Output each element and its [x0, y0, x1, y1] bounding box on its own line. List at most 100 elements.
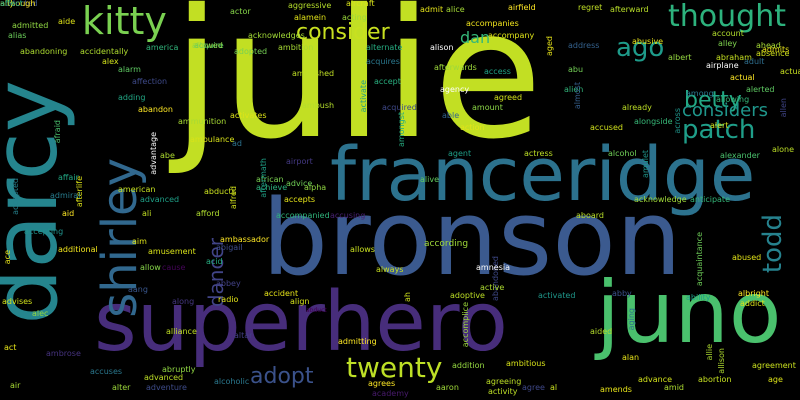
cloud-word: agreement: [752, 361, 796, 370]
cloud-word: accuses: [90, 367, 123, 376]
cloud-word: aim: [132, 237, 147, 246]
cloud-word: acid: [206, 257, 223, 266]
cloud-word: ambitious: [506, 359, 546, 368]
cloud-word: absence: [756, 49, 790, 58]
cloud-word: admit: [420, 5, 444, 14]
cloud-word: aang: [128, 285, 148, 294]
cloud-word: agreed: [494, 93, 523, 102]
cloud-word: affect: [0, 0, 23, 8]
cloud-word: advice: [286, 179, 313, 188]
cloud-word: aftermath: [259, 158, 268, 198]
cloud-word: amount: [472, 103, 503, 112]
cloud-word: amusement: [148, 247, 196, 256]
cloud-word: advance: [638, 375, 673, 384]
cloud-word: accusing: [330, 211, 366, 220]
cloud-word: admiral: [50, 191, 81, 200]
cloud-word: altar: [234, 331, 253, 340]
cloud-word: allows: [350, 245, 375, 254]
cloud-word: active: [480, 283, 505, 292]
cloud-word: ally: [0, 0, 15, 8]
cloud-word: although: [0, 0, 36, 8]
cloud-word: act: [4, 343, 17, 352]
cloud-word: alice: [446, 5, 465, 14]
cloud-word: alias: [8, 31, 27, 40]
cloud-word: todd: [758, 214, 788, 274]
cloud-word: align: [290, 297, 310, 306]
cloud-word: aging: [627, 308, 636, 331]
cloud-word: alexander: [720, 151, 760, 160]
cloud-word: cause: [162, 263, 186, 272]
cloud-word: afterwards: [434, 63, 477, 72]
cloud-word: albert: [668, 53, 692, 62]
cloud-word: alex: [102, 57, 119, 66]
cloud-word: alert: [710, 121, 729, 130]
cloud-word: advanced: [144, 373, 184, 382]
cloud-word: franceridge: [330, 132, 756, 218]
cloud-word: abusive: [632, 37, 664, 46]
cloud-word: adopted: [234, 47, 268, 56]
cloud-word: ammunition: [178, 117, 227, 126]
cloud-word: abducted: [0, 0, 38, 8]
cloud-word: american: [118, 185, 156, 194]
cloud-word: acknowledges: [248, 31, 305, 40]
cloud-word: alien: [564, 85, 584, 94]
cloud-word: anticipate: [690, 195, 730, 204]
cloud-word: juno: [596, 263, 782, 363]
cloud-word: alec: [32, 309, 49, 318]
cloud-word: african: [256, 175, 284, 184]
cloud-word: allowing: [716, 95, 750, 104]
cloud-word: alone: [772, 145, 795, 154]
cloud-word: ambition: [278, 43, 314, 52]
cloud-word: agree: [522, 383, 545, 392]
cloud-word: adoptive: [450, 291, 485, 300]
cloud-word: abby: [612, 289, 632, 298]
cloud-word: alternate: [366, 43, 403, 52]
cloud-word: betty: [684, 88, 742, 113]
cloud-word: afterward: [610, 5, 649, 14]
cloud-word: accepting: [24, 227, 64, 236]
cloud-word: bronson: [262, 177, 682, 299]
cloud-word: activates: [230, 111, 267, 120]
cloud-word: accompanied: [276, 211, 330, 220]
cloud-word: accomplice: [461, 302, 470, 348]
cloud-word: america: [146, 43, 179, 52]
cloud-word: acting: [342, 13, 367, 22]
cloud-word: advanced: [140, 195, 180, 204]
cloud-word: consider: [296, 20, 390, 45]
cloud-word: advises: [2, 297, 33, 306]
cloud-word: regret: [578, 3, 603, 12]
cloud-word: accompanies: [466, 19, 519, 28]
cloud-word: aggressive: [288, 1, 332, 10]
cloud-word: airplane: [706, 61, 739, 70]
cloud-word: admitting: [338, 337, 377, 346]
cloud-word: al: [550, 383, 558, 392]
cloud-word: amnesia: [476, 263, 510, 272]
cloud-word: kitty: [82, 0, 167, 43]
cloud-word: activity: [488, 387, 518, 396]
cloud-word: adventure: [146, 383, 187, 392]
cloud-word: allen: [779, 98, 788, 118]
cloud-word: abduct: [306, 307, 327, 314]
cloud-word: alcohol: [608, 149, 637, 158]
cloud-word: alley: [718, 39, 738, 48]
cloud-word: accepted: [11, 178, 20, 215]
cloud-word: across: [673, 108, 682, 134]
cloud-word: alfred: [229, 186, 238, 210]
cloud-word: acquaintance: [695, 232, 704, 287]
cloud-word: admitted: [12, 21, 49, 30]
cloud-word: amulet: [641, 150, 650, 179]
cloud-word: agent: [448, 149, 472, 158]
cloud-word: achieve: [256, 183, 288, 192]
cloud-word: accident: [264, 289, 299, 298]
cloud-word: aboard: [576, 211, 605, 220]
cloud-word: abandoning: [20, 47, 68, 56]
cloud-word: agency: [440, 85, 470, 94]
cloud-word: abruptly: [162, 365, 196, 374]
cloud-word: alliance: [166, 327, 197, 336]
cloud-word: superhero: [94, 275, 508, 370]
cloud-word: acquired: [382, 103, 417, 112]
cloud-word: ahead: [756, 41, 781, 50]
cloud-word: aaron: [436, 383, 459, 392]
cloud-word: age: [768, 375, 783, 384]
